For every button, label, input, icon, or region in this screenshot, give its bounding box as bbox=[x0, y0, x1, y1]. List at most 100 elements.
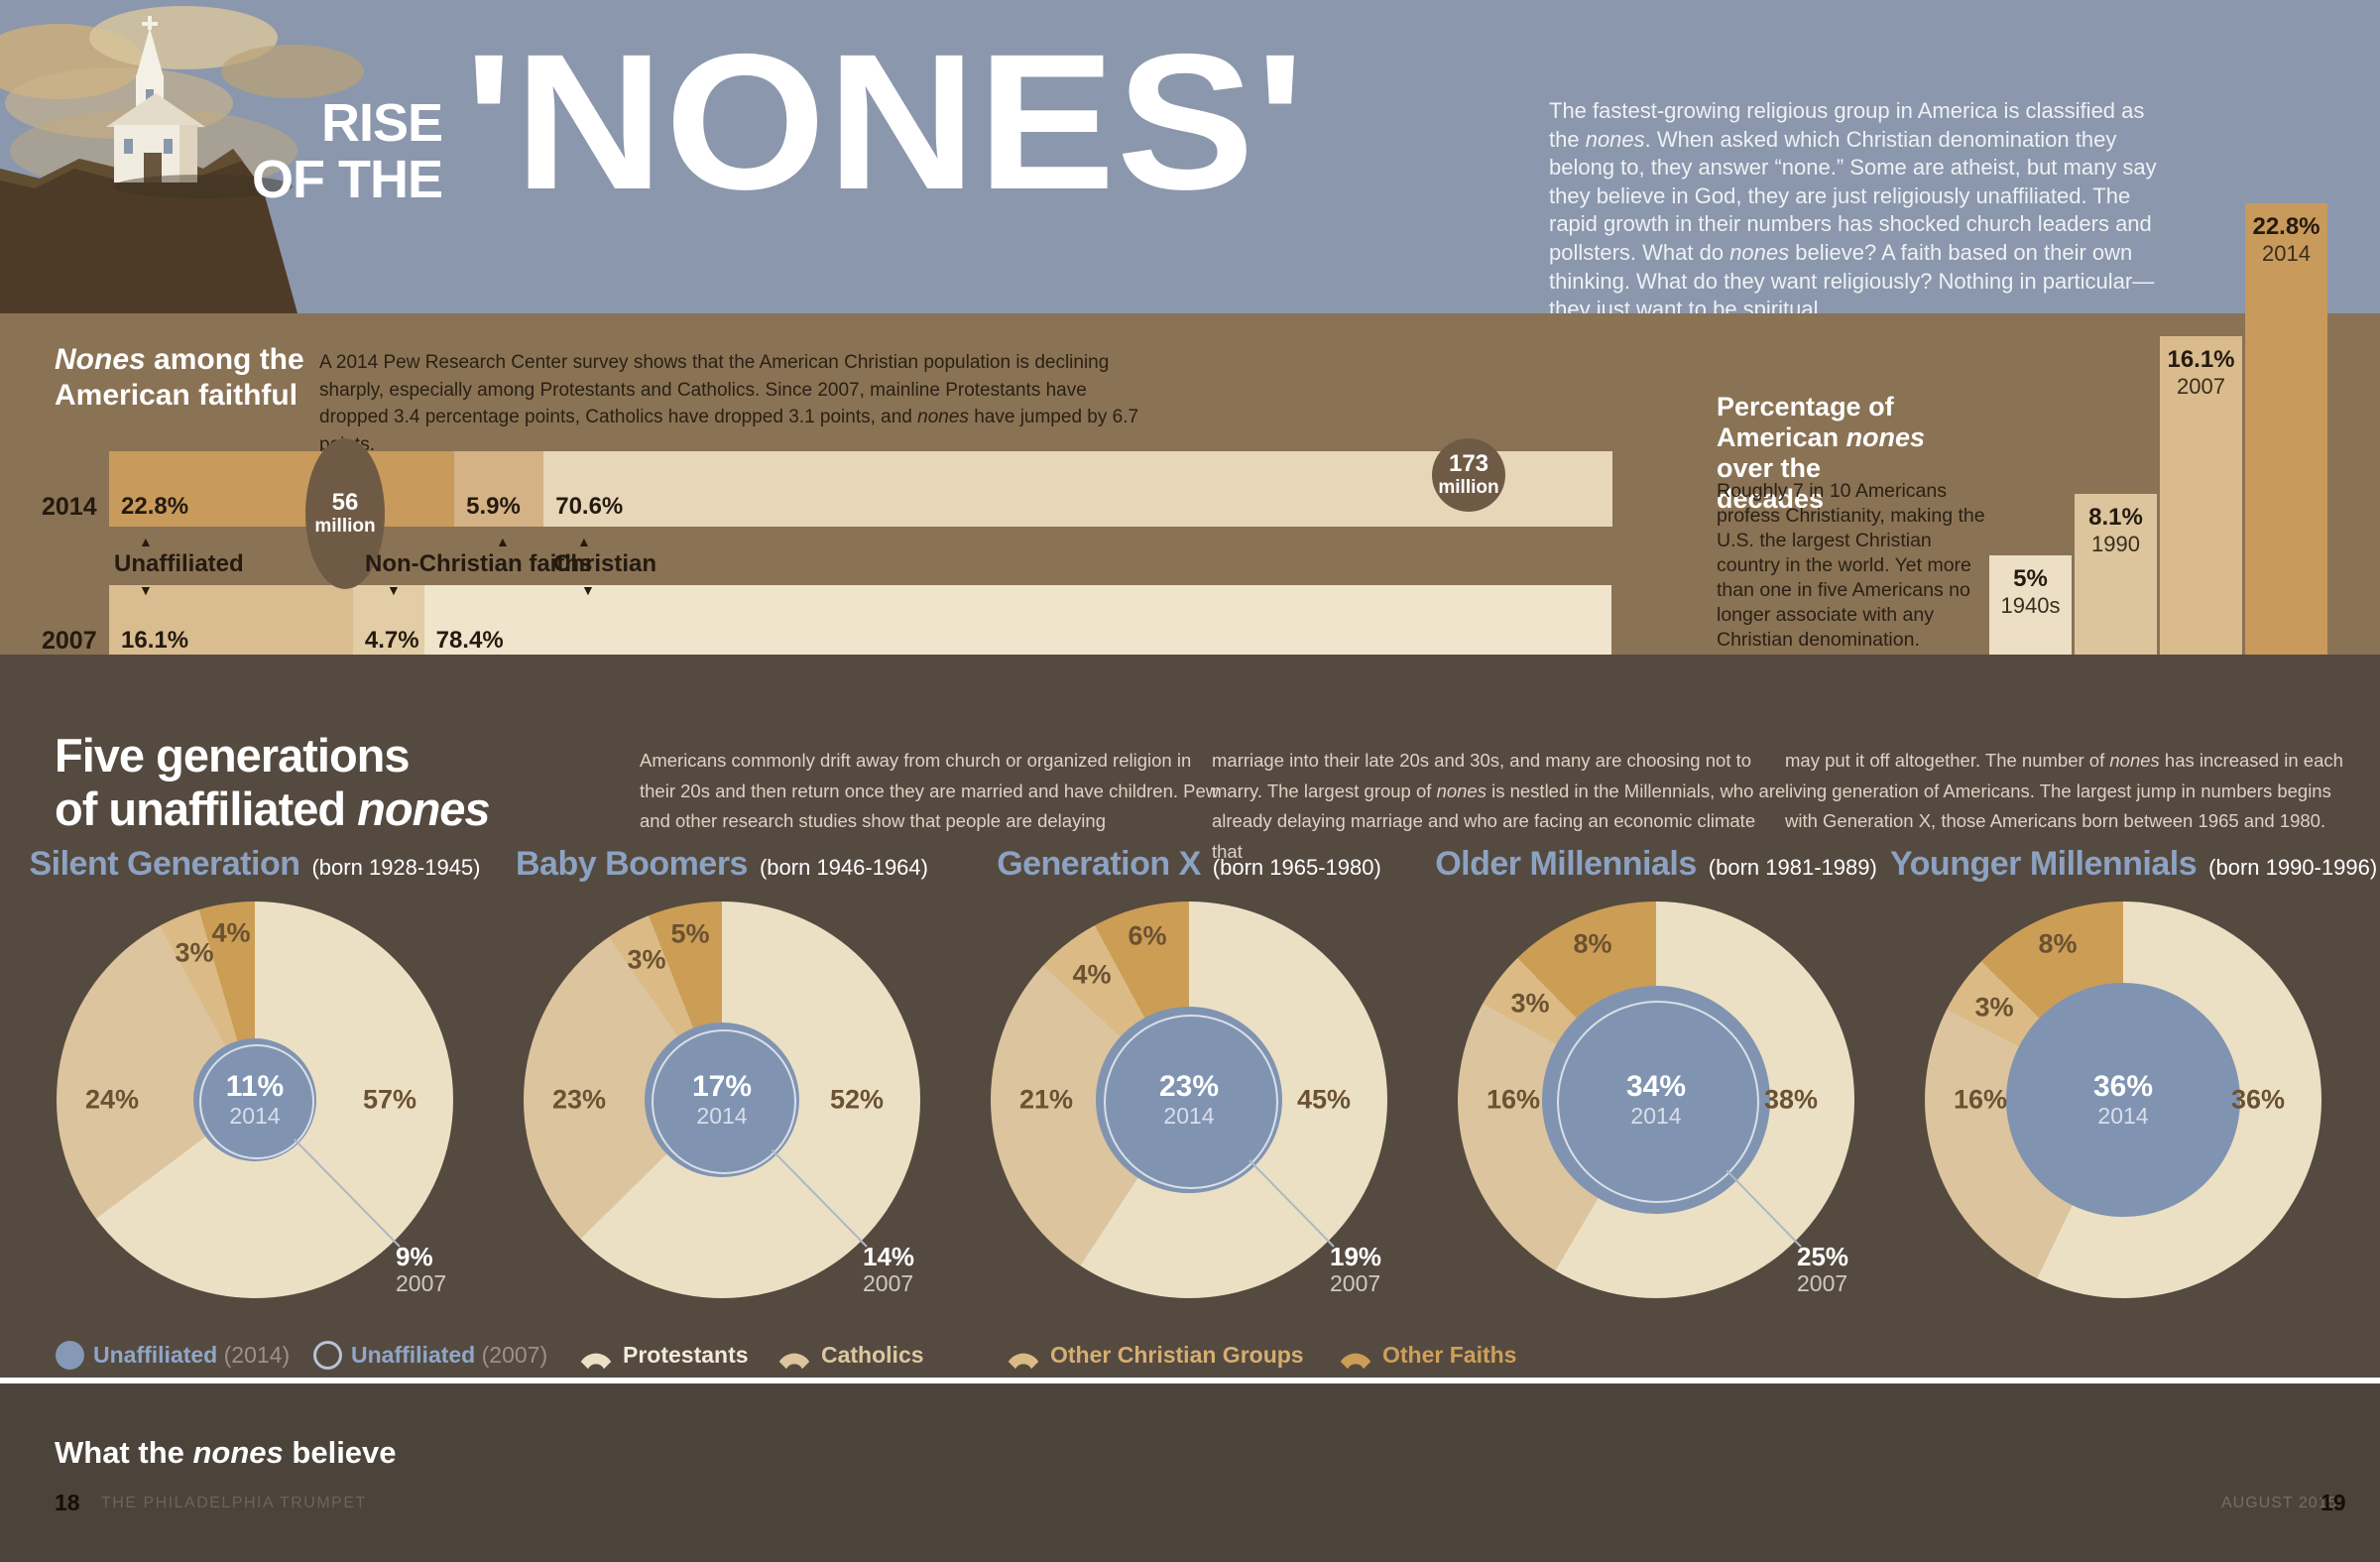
bar-segment: 22.8% bbox=[109, 451, 455, 527]
generation-title: Baby Boomers (born 1946-1964) bbox=[489, 845, 955, 884]
decade-bar-2014: 22.8% 2014 bbox=[2245, 203, 2327, 655]
center-percent: 23% bbox=[1158, 1070, 1220, 1103]
unaffiliated-2007-label: 25% 2007 bbox=[1797, 1243, 1848, 1296]
church-building bbox=[106, 16, 205, 182]
generation-pie-3: Generation X (born 1965-1980) 19% 2007 23% 20… bbox=[956, 845, 1422, 1341]
generation-pie-4: Older Millennials (born 1981-1989) 25% 2007… bbox=[1423, 845, 1889, 1341]
group-label: Non-Christian faiths bbox=[365, 550, 593, 577]
legend-item: Other Faiths bbox=[1338, 1335, 1516, 1375]
title-prefix-line1: RISE bbox=[320, 93, 443, 153]
issue-date: AUGUST 2015 bbox=[2221, 1495, 2338, 1511]
badge-number: 173 bbox=[1448, 450, 1489, 477]
badge-56-million: 56 million bbox=[305, 438, 385, 589]
unaffiliated-2014-label: 23% 2014 bbox=[1158, 1070, 1220, 1130]
decade-bar-year: 1990 bbox=[2091, 532, 2140, 556]
unaffiliated-2007-ring bbox=[199, 1044, 314, 1159]
wedge-label-catholics: 24% bbox=[84, 1084, 140, 1115]
arrow-down-icon: ▼ bbox=[581, 582, 595, 598]
legend-label: Catholics bbox=[821, 1341, 924, 1368]
bar-segment-label: 5.9% bbox=[466, 493, 521, 520]
center-year: 2014 bbox=[1163, 1103, 1215, 1129]
unaffiliated-2014-label: 11% 2014 bbox=[225, 1070, 285, 1130]
wedge-label-protestants: 52% bbox=[829, 1084, 885, 1115]
arrow-up-icon: ▲ bbox=[139, 534, 153, 549]
generations-heading-line1: Five generations bbox=[55, 729, 410, 781]
center-year: 2014 bbox=[696, 1103, 748, 1129]
callout-percent: 14% bbox=[863, 1242, 915, 1271]
center-year: 2014 bbox=[229, 1103, 281, 1129]
legend-item: Catholics bbox=[776, 1335, 924, 1375]
faithful-paragraph: A 2014 Pew Research Center survey shows … bbox=[319, 352, 1139, 455]
generation-name: Baby Boomers bbox=[516, 845, 748, 883]
title-prefix: RISE OF THE bbox=[226, 93, 443, 209]
callout-percent: 19% bbox=[1330, 1242, 1382, 1271]
unaffiliated-2007-ring bbox=[652, 1029, 796, 1174]
center-percent: 17% bbox=[691, 1070, 753, 1103]
decade-bar-percent: 16.1% bbox=[2167, 346, 2235, 373]
unaffiliated-2014-label: 17% 2014 bbox=[691, 1070, 753, 1130]
wedge-label-other_faiths: 8% bbox=[1573, 928, 1612, 959]
wedge-label-other_christian: 3% bbox=[1510, 988, 1550, 1019]
section-divider bbox=[0, 1378, 2380, 1383]
unaffiliated-2007-label: 14% 2007 bbox=[863, 1243, 914, 1296]
legend-item: Unaffiliated (2014) bbox=[56, 1335, 290, 1375]
legend-label: Unaffiliated (2007) bbox=[351, 1341, 548, 1368]
arrow-down-icon: ▼ bbox=[139, 582, 153, 598]
bar-segment-label: 16.1% bbox=[121, 627, 189, 654]
unaffiliated-2014-label: 34% 2014 bbox=[1626, 1071, 1686, 1130]
page-title: 'NONES' bbox=[464, 14, 1306, 230]
protestants-wedge-icon bbox=[580, 1353, 612, 1370]
decade-bar-1990: 8.1% 1990 bbox=[2075, 494, 2157, 655]
badge-unit: million bbox=[1438, 477, 1499, 498]
year-label-2014: 2014 bbox=[42, 493, 97, 521]
callout-percent: 25% bbox=[1797, 1242, 1849, 1271]
decades-heading: Percentage of American nones over the de… bbox=[1717, 392, 1926, 514]
generation-born: (born 1990-1996) bbox=[2208, 855, 2378, 880]
decade-bar-1940s: 5% 1940s bbox=[1989, 555, 2072, 655]
catholics-wedge-icon bbox=[778, 1353, 810, 1370]
wedge-label-protestants: 38% bbox=[1763, 1084, 1819, 1115]
decade-bar-2007: 16.1% 2007 bbox=[2160, 336, 2242, 655]
wedge-label-other_christian: 3% bbox=[1974, 992, 2014, 1022]
unaffiliated-2007-legend-icon bbox=[313, 1340, 342, 1370]
wedge-label-catholics: 21% bbox=[1018, 1084, 1074, 1115]
wedge-label-protestants: 57% bbox=[362, 1084, 417, 1115]
generation-pie-5: Younger Millennials (born 1990-1996) 36% 20… bbox=[1890, 845, 2377, 1341]
decade-bar-percent: 22.8% bbox=[2252, 213, 2320, 240]
title-prefix-line2: OF THE bbox=[252, 150, 443, 209]
badge-173-million: 173 million bbox=[1432, 438, 1505, 512]
generation-name: Generation X bbox=[997, 845, 1201, 883]
generation-title: Younger Millennials (born 1990-1996) bbox=[1890, 845, 2377, 884]
callout-percent: 9% bbox=[396, 1242, 433, 1271]
bar-segment-label: 78.4% bbox=[435, 627, 504, 654]
legend-label: Other Christian Groups bbox=[1050, 1341, 1304, 1368]
other-christian-wedge-icon bbox=[1008, 1353, 1039, 1370]
bar-segment: 78.4% bbox=[423, 585, 1611, 661]
unaffiliated-2007-ring bbox=[1557, 1001, 1759, 1203]
decade-bar-year: 2014 bbox=[2262, 241, 2311, 266]
wedge-label-other_christian: 4% bbox=[1072, 959, 1112, 990]
callout-year: 2007 bbox=[1330, 1270, 1381, 1296]
arrow-up-icon: ▲ bbox=[496, 534, 510, 549]
generation-name: Silent Generation bbox=[29, 845, 300, 883]
group-label: Christian bbox=[553, 550, 657, 577]
wedge-label-protestants: 45% bbox=[1296, 1084, 1352, 1115]
decades-paragraph: Roughly 7 in 10 Americans profess Christ… bbox=[1717, 480, 1985, 651]
header-section: RISE OF THE 'NONES' The fastest-growing … bbox=[0, 0, 2380, 321]
generation-born: (born 1965-1980) bbox=[1212, 855, 1381, 880]
badge-number: 56 bbox=[331, 489, 359, 516]
generation-name: Younger Millennials bbox=[1890, 845, 2198, 883]
center-percent: 11% bbox=[225, 1070, 285, 1103]
legend-label: Other Faiths bbox=[1382, 1341, 1517, 1368]
faithful-heading: Nones among the American faithful bbox=[55, 343, 304, 412]
unaffiliated-2007-label: 19% 2007 bbox=[1330, 1243, 1381, 1296]
beliefs-section: What the nones believe 60%say they have … bbox=[0, 1383, 2380, 1562]
generations-column-2: marriage into their late 20s and 30s, an… bbox=[1212, 750, 1786, 862]
unaffiliated-2014-legend-icon bbox=[56, 1340, 84, 1370]
decade-bar-percent: 5% bbox=[2013, 565, 2048, 592]
decades-bar-chart: 5% 1940s 8.1% 1990 16.1% 2007 22.8% 2014 bbox=[1989, 202, 2328, 655]
arrow-up-icon: ▲ bbox=[577, 534, 591, 549]
bar-segment-label: 70.6% bbox=[555, 493, 624, 520]
generation-name: Older Millennials bbox=[1435, 845, 1697, 883]
